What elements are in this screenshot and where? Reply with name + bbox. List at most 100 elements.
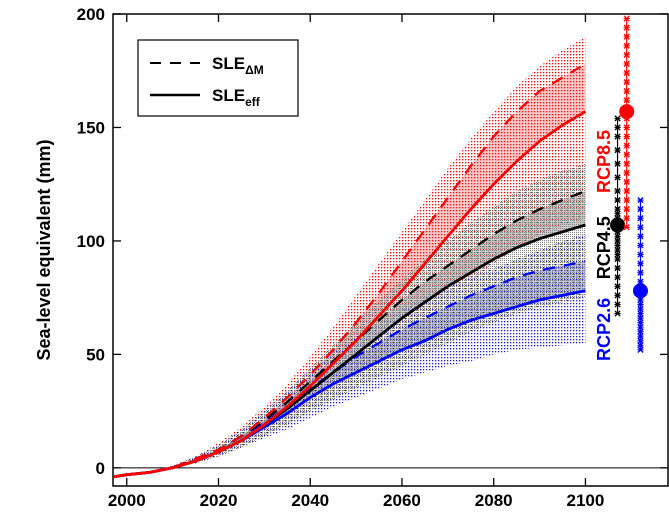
range-sample-marker [637, 301, 644, 308]
range-sample-marker [614, 274, 621, 281]
range-sample-marker [623, 69, 630, 77]
range-sample-marker [637, 337, 644, 344]
range-sample-marker [614, 147, 621, 154]
rcp-label-rcp26: RCP2.6 [594, 298, 614, 361]
legend-entry-sle-dm-sub: ΔM [245, 63, 264, 77]
rcp-label-rcp45: RCP4.5 [594, 216, 614, 279]
range-sample-marker [623, 88, 630, 95]
range-sample-marker [623, 215, 630, 222]
range-sample-marker [623, 97, 630, 104]
range-sample-marker [623, 60, 630, 68]
range-sample-marker [614, 251, 621, 258]
legend-entry-sle-eff-sub: eff [245, 95, 261, 109]
range-sample-marker [637, 215, 644, 222]
legend-box [137, 39, 299, 117]
inner-band-rcp85 [113, 63, 586, 477]
axes: 0 50 100 150 200 2000 2020 2040 2060 2080 2100 [77, 5, 668, 510]
range-sample-marker [614, 174, 621, 181]
range-sample-marker [623, 196, 630, 204]
range-sample-marker [614, 292, 621, 299]
legend-entry-sle-dm-label: SLE [212, 54, 245, 73]
line-sle-eff-rcp85 [113, 110, 587, 479]
range-mean-dot [632, 283, 648, 299]
range-rcp26 [632, 196, 648, 353]
range-sample-marker [623, 51, 630, 58]
range-sample-marker [614, 206, 621, 213]
range-sample-marker [637, 342, 644, 349]
x-tick-label: 2080 [475, 491, 513, 510]
range-sample-marker [614, 115, 621, 122]
range-sample-marker [637, 251, 644, 258]
range-sample-marker [614, 265, 621, 272]
range-sample-marker [637, 233, 644, 240]
range-sample-marker [637, 314, 644, 322]
range-sample-marker [623, 142, 630, 149]
range-sample-marker [623, 15, 630, 22]
legend-entry-sle-eff: SLEeff [212, 86, 261, 109]
x-tick-label: 2020 [200, 491, 238, 510]
range-sample-marker [614, 160, 621, 167]
range-sample-marker [614, 187, 621, 195]
range-sample-marker [623, 42, 630, 49]
range-sample-marker [614, 246, 621, 254]
range-sample-marker [614, 301, 621, 308]
x-tick-label: 2060 [383, 491, 421, 510]
y-tick-label: 50 [86, 345, 105, 364]
band-rcp85 [113, 36, 586, 477]
range-sample-marker [637, 260, 644, 267]
range-sample-marker [637, 346, 644, 353]
series-lines [113, 62, 587, 479]
range-mean-dot [619, 104, 635, 120]
range-sample-marker [623, 187, 630, 195]
range-sample-marker [623, 178, 630, 186]
range-sample-marker [637, 269, 644, 276]
band-rcp45 [113, 163, 586, 477]
range-rcp85 [619, 15, 635, 231]
range-sample-marker [637, 242, 644, 249]
range-rcp45 [610, 115, 626, 317]
range-sample-marker [637, 224, 644, 231]
range-sample-marker [637, 196, 644, 204]
range-sample-marker [637, 296, 644, 304]
range-sample-marker [623, 133, 630, 140]
range-sample-marker [637, 206, 644, 213]
range-sample-marker [623, 224, 630, 231]
x-tick-label: 2040 [291, 491, 329, 510]
range-sample-marker [623, 169, 630, 176]
x-tick-label: 2000 [108, 491, 146, 510]
range-sample-marker [623, 78, 630, 86]
range-sample-marker [623, 24, 630, 31]
range-sample-marker [637, 324, 644, 331]
inner-band-rcp45 [113, 191, 586, 477]
end-of-century-ranges [610, 15, 648, 353]
y-tick-label: 150 [77, 118, 105, 137]
range-sample-marker [614, 233, 621, 240]
range-sample-marker [614, 124, 621, 131]
legend: SLEΔM SLEeff [137, 39, 299, 117]
range-sample-marker [614, 310, 621, 317]
uncertainty-bands [113, 36, 586, 477]
y-axis-title: Sea-level equivalent (mm) [34, 139, 54, 360]
range-sample-marker [637, 305, 644, 313]
range-sample-marker [614, 283, 621, 290]
range-sample-marker [637, 328, 644, 335]
range-sample-marker [614, 210, 621, 217]
range-sample-marker [623, 151, 630, 158]
range-sample-marker [614, 255, 621, 263]
range-sample-marker [637, 278, 644, 285]
y-tick-label: 0 [96, 459, 105, 478]
rcp-labels: RCP2.6 RCP4.5 RCP8.5 [594, 130, 614, 361]
range-sample-marker [623, 160, 630, 167]
range-mean-dot [610, 217, 626, 233]
range-sample-marker [637, 310, 644, 317]
range-sample-marker [623, 206, 630, 213]
range-sample-marker [614, 237, 621, 245]
rcp-label-rcp85: RCP8.5 [594, 130, 614, 193]
range-sample-marker [614, 133, 621, 140]
range-sample-marker [637, 333, 644, 340]
range-sample-marker [614, 242, 621, 249]
legend-entry-sle-dm: SLEΔM [212, 54, 264, 77]
x-tick-label: 2100 [567, 491, 605, 510]
range-sample-marker [637, 319, 644, 326]
